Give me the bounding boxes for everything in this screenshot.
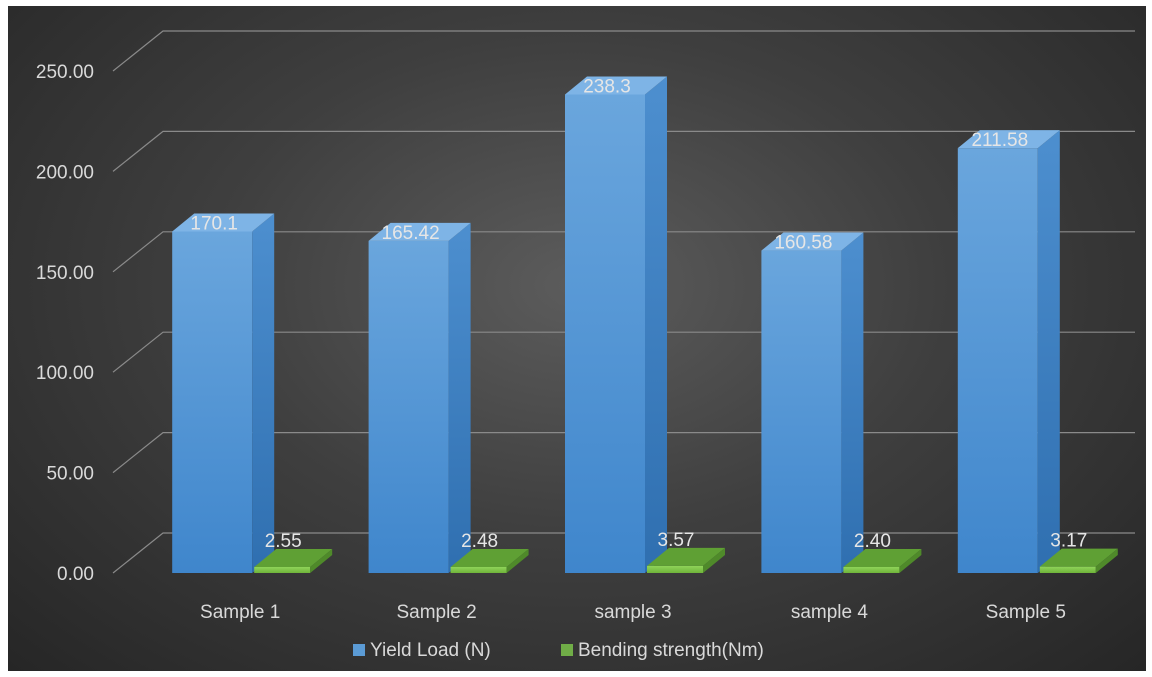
data-label-yield-load: 211.58 <box>971 130 1028 151</box>
data-label-bending-strength: 2.40 <box>854 531 891 552</box>
bar-bending-strength-top <box>254 549 333 567</box>
bar-yield-load-side <box>1037 130 1060 573</box>
gridline <box>112 231 1135 273</box>
chart-area: 0.00 50.00 100.00 150.00 200.00 250.00 170.1 2… <box>8 6 1146 671</box>
bar-bending-strength-side <box>703 547 725 573</box>
bar-yield-load-top <box>172 213 275 232</box>
bar-yield-load-top <box>368 222 471 241</box>
y-tick-label: 150.00 <box>36 263 94 284</box>
data-label-bending-strength: 3.17 <box>1050 531 1087 552</box>
bar-yield-load-top <box>565 76 667 95</box>
bar-yield-load-top <box>761 232 864 251</box>
bar-bending-strength-top <box>647 547 725 566</box>
gridline <box>112 130 1135 172</box>
data-label-bending-strength: 2.48 <box>461 531 498 552</box>
bar-bending-strength-top <box>843 549 922 567</box>
y-tick-label: 100.00 <box>36 363 94 384</box>
data-label-bending-strength: 3.57 <box>658 530 695 551</box>
bar-bending-strength-side <box>899 549 922 573</box>
bar-yield-load-side <box>645 76 667 574</box>
chart-svg: 0.00 50.00 100.00 150.00 200.00 250.00 170.1 2… <box>36 30 1135 661</box>
bar-yield-load-side <box>841 232 864 573</box>
legend-label-yield-load: Yield Load (N) <box>370 640 491 661</box>
legend-swatch-bending-strength <box>561 644 573 656</box>
x-category-label: sample 4 <box>791 602 869 623</box>
bar-bending-strength <box>1039 566 1096 573</box>
data-label-yield-load: 170.1 <box>190 213 238 234</box>
bar-bending-strength <box>647 565 703 573</box>
y-tick-label: 250.00 <box>36 62 94 83</box>
bar-yield-load <box>565 94 645 574</box>
gridline <box>112 30 1135 72</box>
data-label-yield-load: 165.42 <box>382 223 440 244</box>
y-tick-label: 200.00 <box>36 162 94 183</box>
bar-bending-strength <box>254 567 311 573</box>
bar-yield-load-top <box>957 130 1060 149</box>
bar-bending-strength <box>843 567 900 573</box>
legend-label-bending-strength: Bending strength(Nm) <box>578 640 764 661</box>
data-label-bending-strength: 2.55 <box>265 531 302 552</box>
bar-yield-load <box>172 231 253 573</box>
legend-swatch-yield-load <box>353 644 365 656</box>
x-category-label: sample 3 <box>594 602 671 623</box>
bar-yield-load <box>368 240 449 573</box>
bar-bending-strength-side <box>310 549 333 573</box>
bar-bending-strength-top <box>1039 548 1118 567</box>
bar-bending-strength-top <box>450 549 529 567</box>
data-label-yield-load: 160.58 <box>774 233 832 254</box>
bar-bending-strength <box>450 567 507 573</box>
x-category-label: Sample 1 <box>200 602 280 623</box>
bar-yield-load-side <box>448 222 471 573</box>
bar-yield-load-side <box>252 213 275 573</box>
y-tick-label: 0.00 <box>57 564 94 585</box>
bar-yield-load <box>761 250 842 573</box>
bar-bending-strength-side <box>506 549 529 573</box>
x-category-label: Sample 2 <box>396 602 476 623</box>
bar-bending-strength-side <box>1095 548 1118 573</box>
bar-yield-load <box>957 148 1038 574</box>
x-category-label: Sample 5 <box>986 602 1066 623</box>
data-label-yield-load: 238.3 <box>583 76 631 97</box>
y-tick-label: 50.00 <box>46 464 94 485</box>
